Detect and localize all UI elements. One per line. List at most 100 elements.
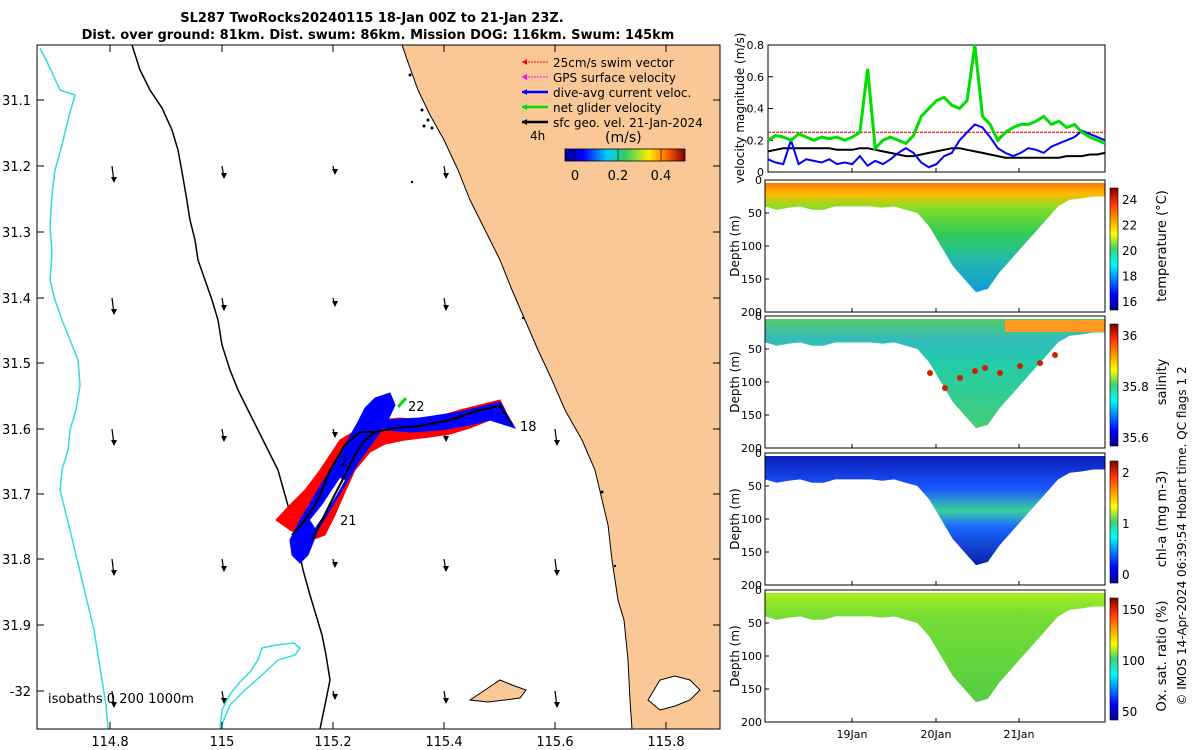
depth-axis-label: Depth (m)	[728, 351, 742, 412]
geo-velocity-arrow	[332, 428, 338, 438]
geo-velocity-arrow	[332, 165, 338, 175]
section-colorbar	[1109, 323, 1119, 447]
time-axis-label: 21Jan	[1004, 728, 1035, 741]
legend-item: 25cm/s swim vector	[522, 56, 674, 70]
coastal-inlet	[647, 675, 701, 711]
isobath-1000m-b	[219, 642, 302, 729]
geo-velocity-arrow	[221, 297, 227, 311]
chl-maximum-dot	[927, 370, 933, 376]
speed-colorbar-tick-2: 0.4	[651, 169, 672, 184]
geo-velocity-arrow	[443, 297, 449, 311]
legend-item: dive-avg current veloc.	[522, 86, 691, 100]
legend-item: net glider velocity	[522, 101, 661, 115]
map-axis-ticks: 114.8 115 115.2 115.4 115.6 115.8 31.1 31.2 31.3…	[2, 45, 720, 750]
colorbar-tick-label: 2	[1122, 466, 1130, 480]
depth-tick-label: 100	[741, 513, 762, 526]
velocity-ytick-label: 0.8	[747, 39, 765, 52]
scale-arrow-label: 4h	[530, 129, 545, 143]
map-ytick-label: -32	[10, 685, 31, 700]
legend-item-label: net glider velocity	[553, 101, 661, 115]
depth-tick-label: 200	[741, 716, 762, 729]
legend-item: sfc geo. vel. 21-Jan-2024	[522, 116, 703, 130]
colorbar-tick-label: 24	[1122, 193, 1137, 207]
land-area	[401, 45, 720, 729]
chl-maximum-dot	[1017, 363, 1023, 369]
depth-tick-label: 200	[741, 442, 762, 455]
map-xtick-label: 115.4	[425, 735, 462, 750]
figure-title-line2: Dist. over ground: 81km. Dist. swum: 86k…	[82, 28, 675, 43]
map-xtick-label: 115.8	[647, 735, 684, 750]
velocity-ylabel: velocity magnitude (m/s)	[733, 33, 747, 184]
isobath-200m	[131, 45, 331, 729]
colorbar-tick-label: 18	[1122, 270, 1137, 284]
velocity-series-line	[767, 44, 1106, 152]
colorbar-title: (m/s)	[605, 130, 642, 146]
velocity-ytick-label: 0	[757, 166, 764, 179]
legend-item-label: 25cm/s swim vector	[553, 56, 674, 70]
time-axis-label: 20Jan	[921, 728, 952, 741]
colorbar-label: Ox. sat. ratio (%)	[1155, 601, 1170, 712]
colorbar-tick-label: 1	[1122, 517, 1130, 531]
colorbar-label: salinity	[1155, 358, 1170, 405]
depth-tick-label: 150	[741, 546, 762, 559]
depth-axis-label: Depth (m)	[728, 625, 742, 686]
isobath-1000m	[39, 47, 109, 729]
map-frame	[36, 44, 721, 730]
legend-item-label: GPS surface velocity	[553, 71, 676, 85]
geo-velocity-arrow	[111, 690, 117, 708]
velocity-ytick-label: 0.4	[747, 103, 765, 116]
speed-colorbar-tick-1: 0.2	[608, 169, 629, 184]
track-label-21: 21	[340, 514, 357, 529]
velocity-series-line	[767, 123, 1106, 169]
depth-tick-label: 50	[748, 617, 762, 630]
colorbar-tick-label: 0	[1122, 568, 1130, 582]
net-glider-velocity-arrow	[396, 397, 408, 408]
chl-maximum-dot	[997, 370, 1003, 376]
geo-velocity-arrow	[221, 558, 227, 572]
section-panel-salinity: 0 50 100 150 200 Depth (m) 35.6 35.8 36 salinity	[728, 310, 1170, 455]
track-label-2: 2	[340, 455, 348, 470]
depth-tick-label: 100	[741, 240, 762, 253]
depth-tick-label: 100	[741, 650, 762, 663]
geo-velocity-arrow	[111, 558, 117, 576]
track-label-22: 22	[408, 400, 425, 415]
salinity-high-patch	[1005, 320, 1105, 332]
depth-tick-label: 150	[741, 409, 762, 422]
geo-velocity-arrow	[221, 165, 227, 179]
geo-velocity-arrow	[111, 297, 117, 315]
chl-maximum-dot	[982, 365, 988, 371]
geo-velocity-arrow	[443, 165, 449, 179]
map-ytick-label: 31.9	[2, 619, 31, 634]
depth-axis-label: Depth (m)	[728, 488, 742, 549]
section-panel-oxygen: 0 50 100 150 200 Depth (m) 50 100 150 Ox. sat. ra…	[728, 584, 1170, 729]
colorbar-label: chl-a (mg m-3)	[1155, 471, 1170, 568]
speed-colorbar-tick-0: 0	[571, 169, 579, 184]
section-colorbar	[1109, 460, 1119, 584]
depth-tick-label: 0	[755, 584, 762, 597]
coastal-rocks	[408, 73, 617, 568]
track-label-18: 18	[520, 420, 537, 435]
geo-velocity-arrow	[221, 690, 227, 704]
depth-tick-label: 200	[741, 306, 762, 319]
chl-maximum-dot	[1052, 352, 1058, 358]
map-xtick-label: 115.6	[536, 735, 573, 750]
depth-tick-label: 50	[748, 343, 762, 356]
depth-tick-label: 150	[741, 683, 762, 696]
legend-item: GPS surface velocity	[522, 71, 676, 85]
depth-tick-label: 150	[741, 273, 762, 286]
colorbar-tick-label: 36	[1122, 329, 1137, 343]
colorbar-tick-label: 22	[1122, 219, 1137, 233]
colorbar-tick-label: 35.6	[1122, 431, 1149, 445]
section-data-field	[765, 319, 1105, 429]
velocity-ytick-label: 0.6	[747, 71, 765, 84]
legend-item-label: dive-avg current veloc.	[553, 86, 691, 100]
section-panel-chl-a: 0 50 100 150 200 Depth (m) 0 1 2 chl-a (mg m-3)	[728, 352, 1170, 592]
chl-maximum-dot	[942, 385, 948, 391]
geo-velocity-arrow	[111, 428, 117, 446]
geo-velocity-arrow	[332, 558, 338, 568]
section-colorbar	[1109, 187, 1119, 311]
speed-colorbar-ticks	[574, 149, 662, 161]
map-ytick-label: 31.6	[2, 423, 31, 438]
